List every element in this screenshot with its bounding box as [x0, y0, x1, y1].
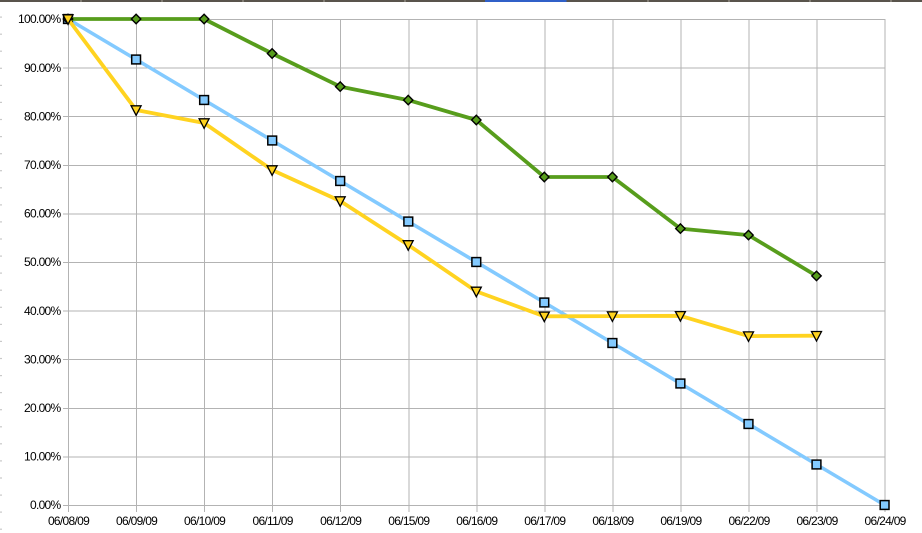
svg-text:60.00%: 60.00%	[24, 207, 62, 221]
svg-text:06/23/09: 06/23/09	[796, 514, 838, 528]
svg-text:06/11/09: 06/11/09	[252, 514, 293, 528]
svg-text:90.00%: 90.00%	[24, 61, 62, 75]
svg-text:06/19/09: 06/19/09	[660, 514, 702, 528]
svg-text:50.00%: 50.00%	[24, 255, 62, 269]
svg-text:40.00%: 40.00%	[24, 304, 62, 318]
svg-text:80.00%: 80.00%	[24, 109, 62, 123]
svg-text:06/16/09: 06/16/09	[456, 514, 498, 528]
svg-text:100.00%: 100.00%	[18, 12, 62, 26]
svg-text:06/09/09: 06/09/09	[116, 514, 158, 528]
svg-text:06/17/09: 06/17/09	[524, 514, 566, 528]
svg-text:06/22/09: 06/22/09	[728, 514, 770, 528]
svg-text:06/10/09: 06/10/09	[184, 514, 226, 528]
svg-text:10.00%: 10.00%	[24, 450, 62, 464]
svg-text:06/24/09: 06/24/09	[865, 514, 907, 528]
svg-text:06/18/09: 06/18/09	[592, 514, 634, 528]
svg-text:06/15/09: 06/15/09	[388, 514, 430, 528]
svg-text:06/12/09: 06/12/09	[320, 514, 362, 528]
svg-text:06/08/09: 06/08/09	[48, 514, 90, 528]
svg-text:20.00%: 20.00%	[24, 401, 62, 415]
svg-text:70.00%: 70.00%	[24, 158, 62, 172]
svg-text:0.00%: 0.00%	[30, 498, 62, 512]
svg-text:30.00%: 30.00%	[24, 352, 62, 366]
